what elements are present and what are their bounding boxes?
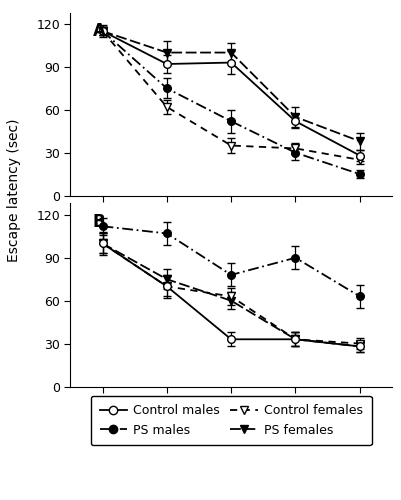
- Text: B: B: [93, 212, 105, 230]
- Text: A: A: [93, 22, 105, 40]
- X-axis label: Days: Days: [212, 414, 249, 429]
- Legend: Control males, PS males, Control females, PS females: Control males, PS males, Control females…: [91, 396, 371, 446]
- Text: Escape latency (sec): Escape latency (sec): [7, 118, 21, 262]
